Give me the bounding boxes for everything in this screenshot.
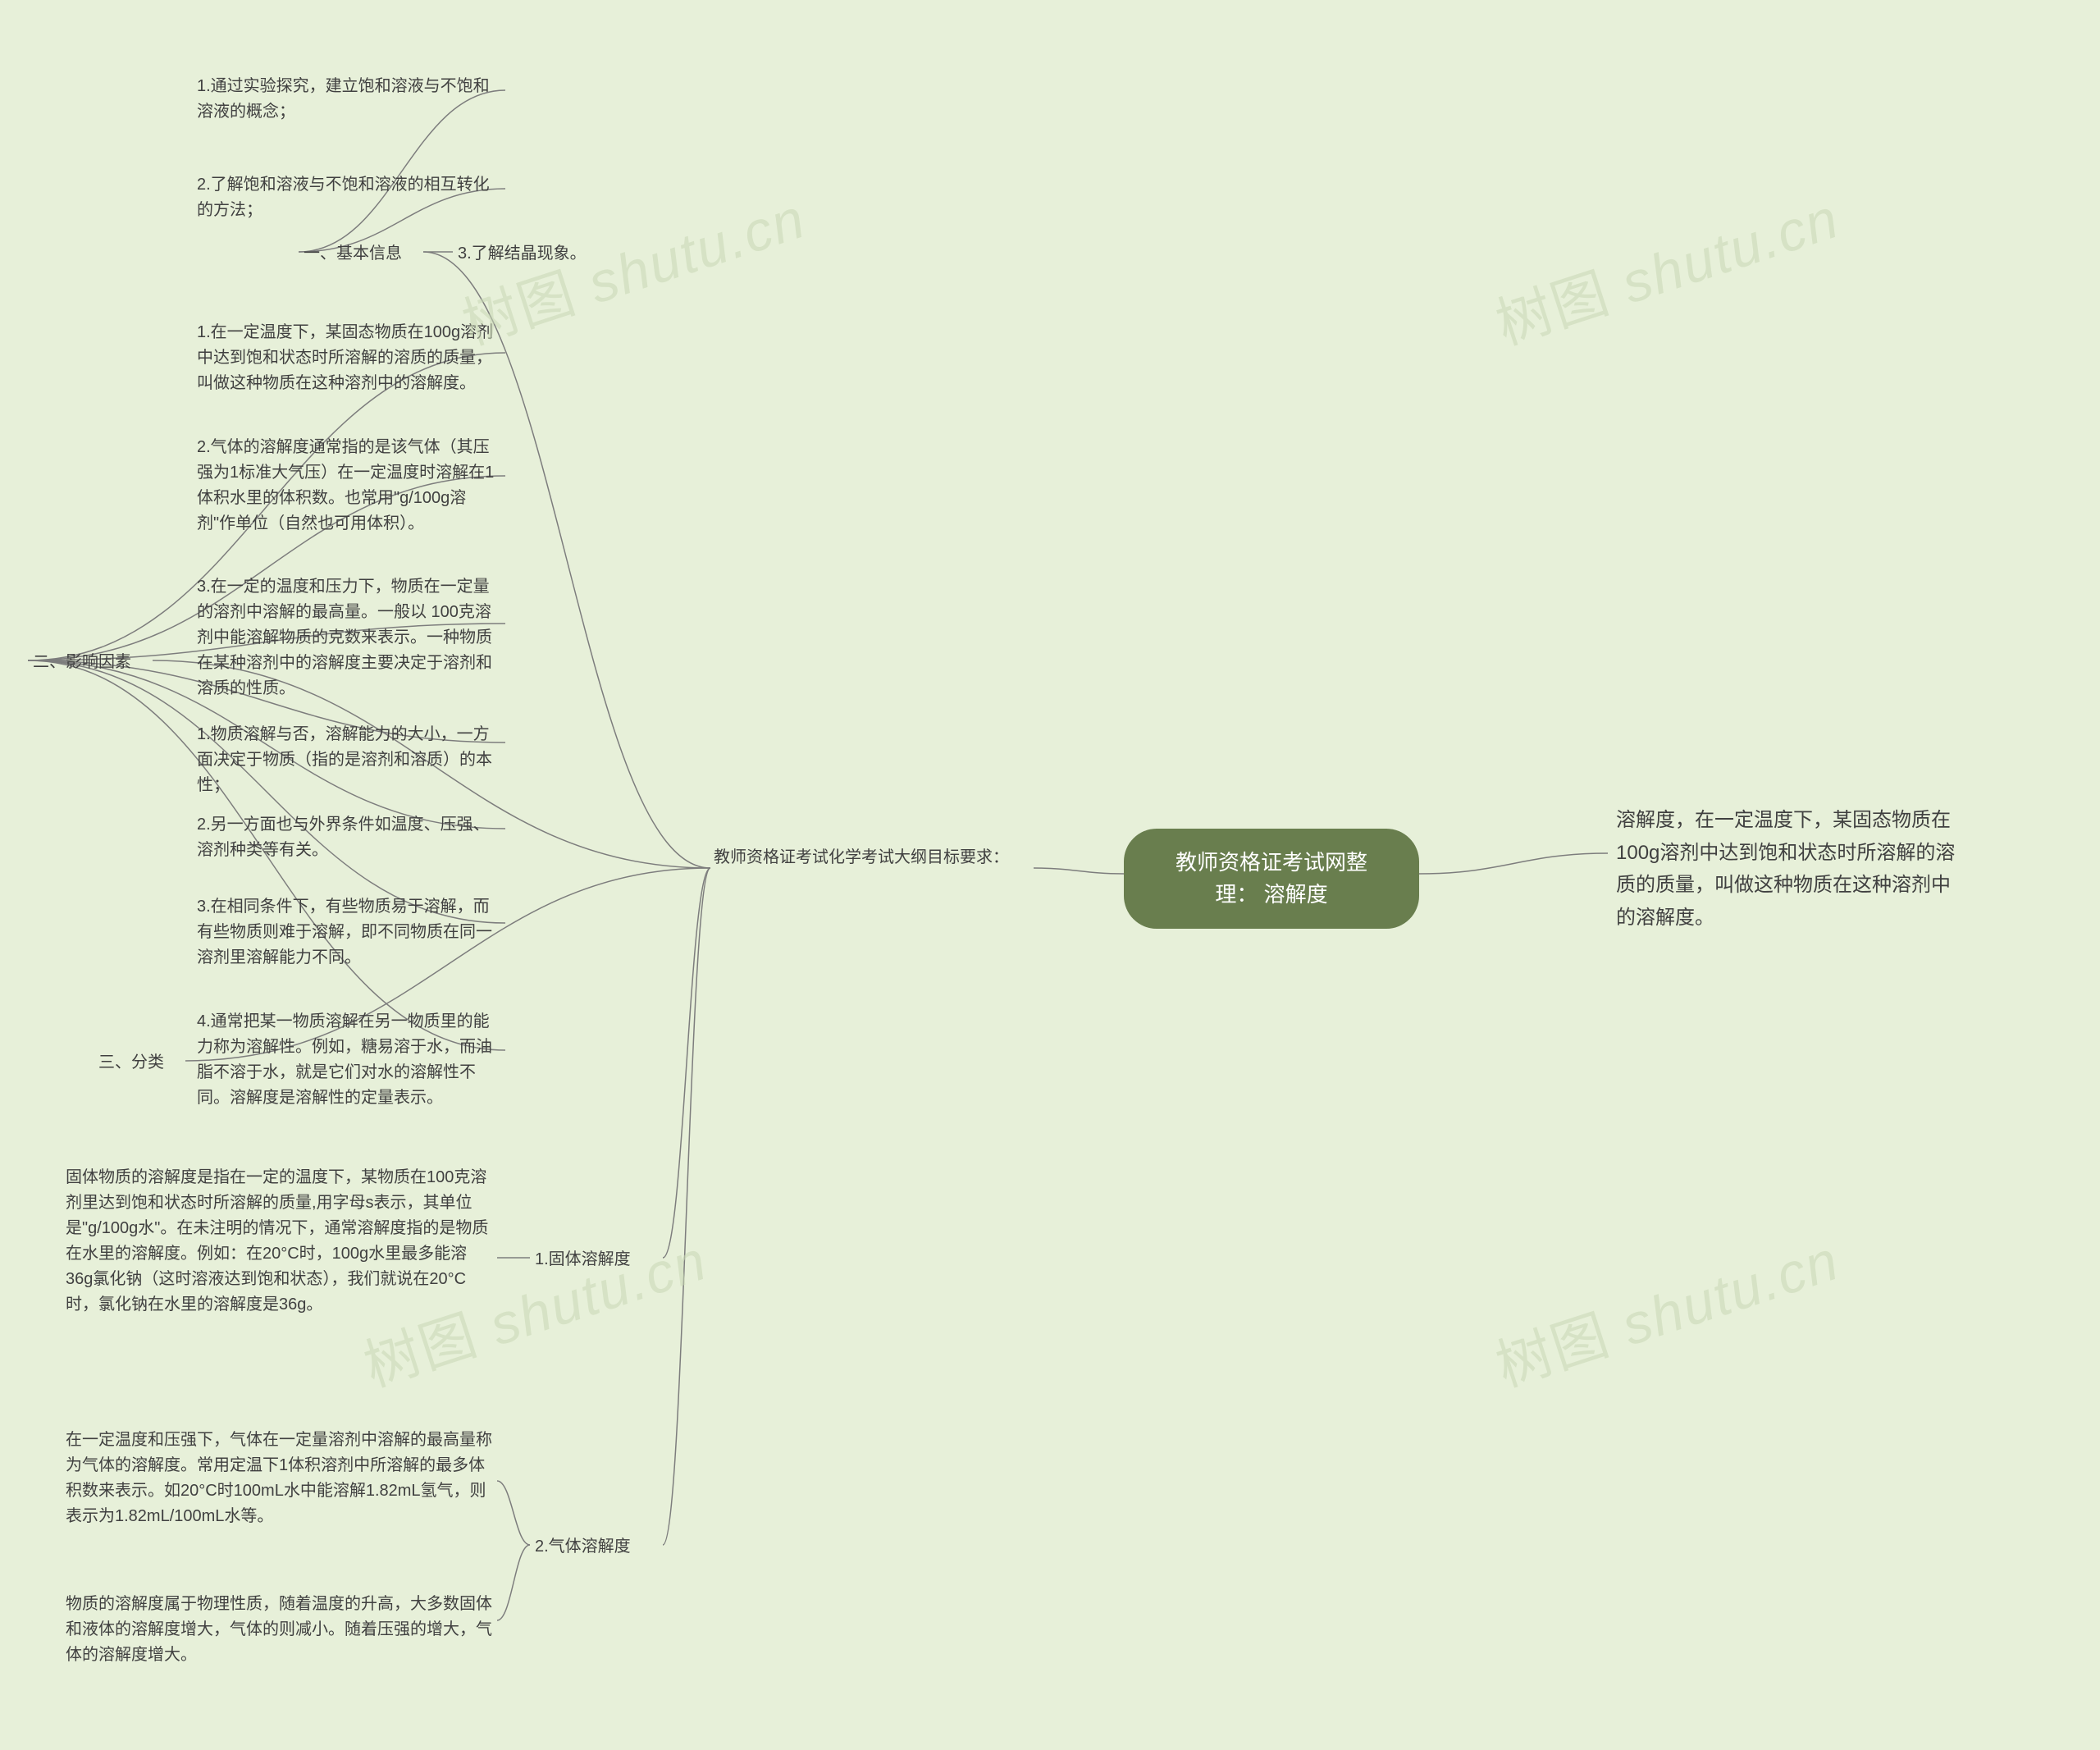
left-hub: 教师资格证考试化学考试大纲目标要求： xyxy=(714,845,1025,870)
connector xyxy=(1034,868,1124,874)
leaf-node: 1.物质溶解与否，溶解能力的大小，一方面决定于物质（指的是溶剂和溶质）的本性； xyxy=(197,722,500,798)
leaf-node: 3.在相同条件下，有些物质易于溶解，而有些物质则难于溶解，即不同物质在同一溶剂里… xyxy=(197,894,500,971)
connector xyxy=(663,868,710,1545)
connector xyxy=(1419,853,1608,874)
leaf-node: 2.了解饱和溶液与不饱和溶液的相互转化的方法； xyxy=(197,172,500,223)
branch-label: 1.固体溶解度 xyxy=(535,1247,658,1273)
leaf-node: 1.通过实验探究，建立饱和溶液与不饱和溶液的概念； xyxy=(197,74,500,125)
leaf-node: 在一定温度和压强下，气体在一定量溶剂中溶解的最高量称为气体的溶解度。常用定温下1… xyxy=(66,1428,492,1529)
leaf-node: 固体物质的溶解度是指在一定的温度下，某物质在100克溶剂里达到饱和状态时所溶解的… xyxy=(66,1165,492,1318)
connector xyxy=(497,1481,530,1545)
leaf-node: 2.另一方面也与外界条件如温度、压强、溶剂种类等有关。 xyxy=(197,812,500,863)
connector xyxy=(663,868,710,1258)
leaf-node: 物质的溶解度属于物理性质，随着温度的升高，大多数固体和液体的溶解度增大，气体的则… xyxy=(66,1592,492,1668)
watermark: 树图 shutu.cn xyxy=(1484,1215,1847,1402)
leaf-node: 4.通常把某一物质溶解在另一物质里的能力称为溶解性。例如，糖易溶于水，而油脂不溶… xyxy=(197,1009,500,1111)
right-summary: 溶解度，在一定温度下，某固态物质在100g溶剂中达到饱和状态时所溶解的溶质的质量… xyxy=(1616,804,1961,934)
branch-label: 2.气体溶解度 xyxy=(535,1534,658,1560)
connector xyxy=(497,1545,530,1620)
leaf-node: 3.在一定的温度和压力下，物质在一定量的溶剂中溶解的最高量。一般以 100克溶剂… xyxy=(197,574,500,701)
branch-label: 三、分类 xyxy=(98,1050,180,1076)
branch-label: 二、影响因素 xyxy=(33,650,148,675)
branch-label: 一、基本信息 xyxy=(304,241,418,267)
root-text: 教师资格证考试网整理： 溶解度 xyxy=(1176,850,1367,907)
mindmap-root: 教师资格证考试网整理： 溶解度 xyxy=(1124,829,1419,929)
leaf-node: 1.在一定温度下，某固态物质在100g溶剂中达到饱和状态时所溶解的溶质的质量，叫… xyxy=(197,320,500,396)
leaf-node: 2.气体的溶解度通常指的是该气体（其压强为1标准大气压）在一定温度时溶解在1体积… xyxy=(197,435,500,537)
watermark: 树图 shutu.cn xyxy=(1484,173,1847,360)
leaf-node: 3.了解结晶现象。 xyxy=(458,241,622,267)
